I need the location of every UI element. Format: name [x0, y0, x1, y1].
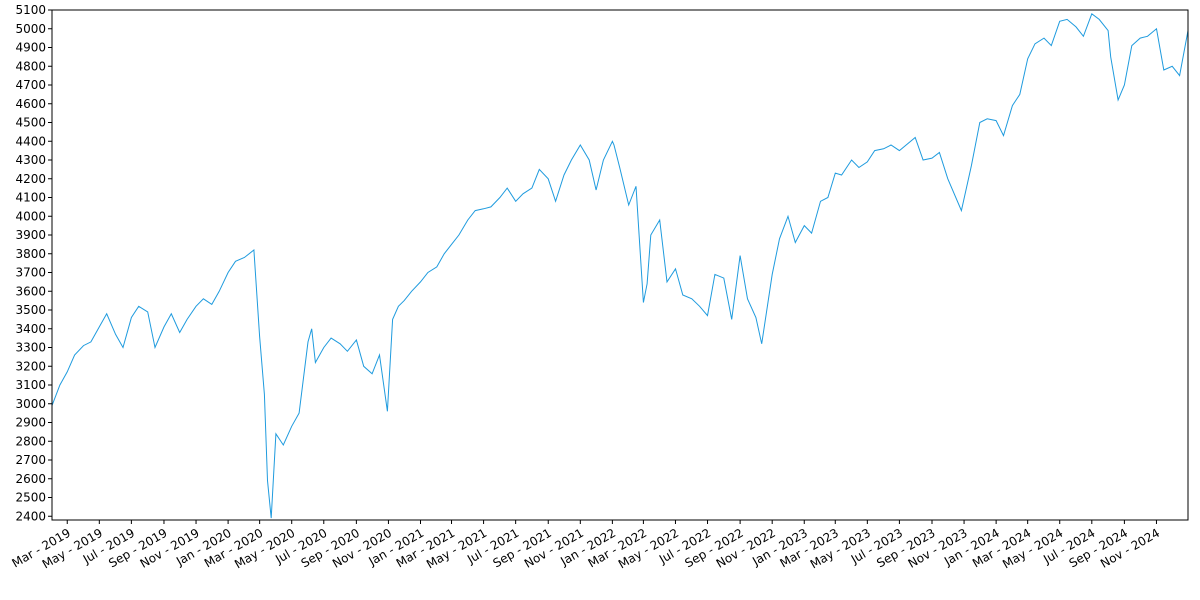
y-tick-label: 5100 — [15, 3, 46, 17]
y-tick-label: 4500 — [15, 116, 46, 130]
y-tick-label: 2500 — [15, 491, 46, 505]
y-tick-label: 2900 — [15, 416, 46, 430]
y-tick-label: 3100 — [15, 378, 46, 392]
y-tick-label: 2600 — [15, 472, 46, 486]
y-tick-label: 4700 — [15, 78, 46, 92]
y-tick-label: 2700 — [15, 453, 46, 467]
y-tick-label: 3500 — [15, 303, 46, 317]
y-tick-label: 3800 — [15, 247, 46, 261]
y-tick-label: 2800 — [15, 434, 46, 448]
y-axis: 2400 2500 2600 2700 2800 2900 3000 3100 3200 3300… — [15, 3, 52, 523]
y-tick-label: 4000 — [15, 209, 46, 223]
y-tick-label: 4600 — [15, 97, 46, 111]
y-tick-label: 4800 — [15, 59, 46, 73]
y-tick-label: 4400 — [15, 134, 46, 148]
y-tick-label: 3600 — [15, 284, 46, 298]
plot-frame — [51, 9, 1189, 521]
y-tick-label: 3200 — [15, 359, 46, 373]
y-tick-label: 3900 — [15, 228, 46, 242]
y-tick-label: 3700 — [15, 266, 46, 280]
y-tick-label: 5000 — [15, 22, 46, 36]
y-tick-label: 3400 — [15, 322, 46, 336]
y-tick-label: 4300 — [15, 153, 46, 167]
y-tick-label: 2400 — [15, 509, 46, 523]
y-tick-label: 3000 — [15, 397, 46, 411]
series-line — [51, 12, 1189, 519]
y-tick-label: 4900 — [15, 41, 46, 55]
y-tick-label: 4200 — [15, 172, 46, 186]
y-tick-label: 3300 — [15, 341, 46, 355]
y-tick-label: 4100 — [15, 191, 46, 205]
plot-area — [51, 12, 1189, 519]
